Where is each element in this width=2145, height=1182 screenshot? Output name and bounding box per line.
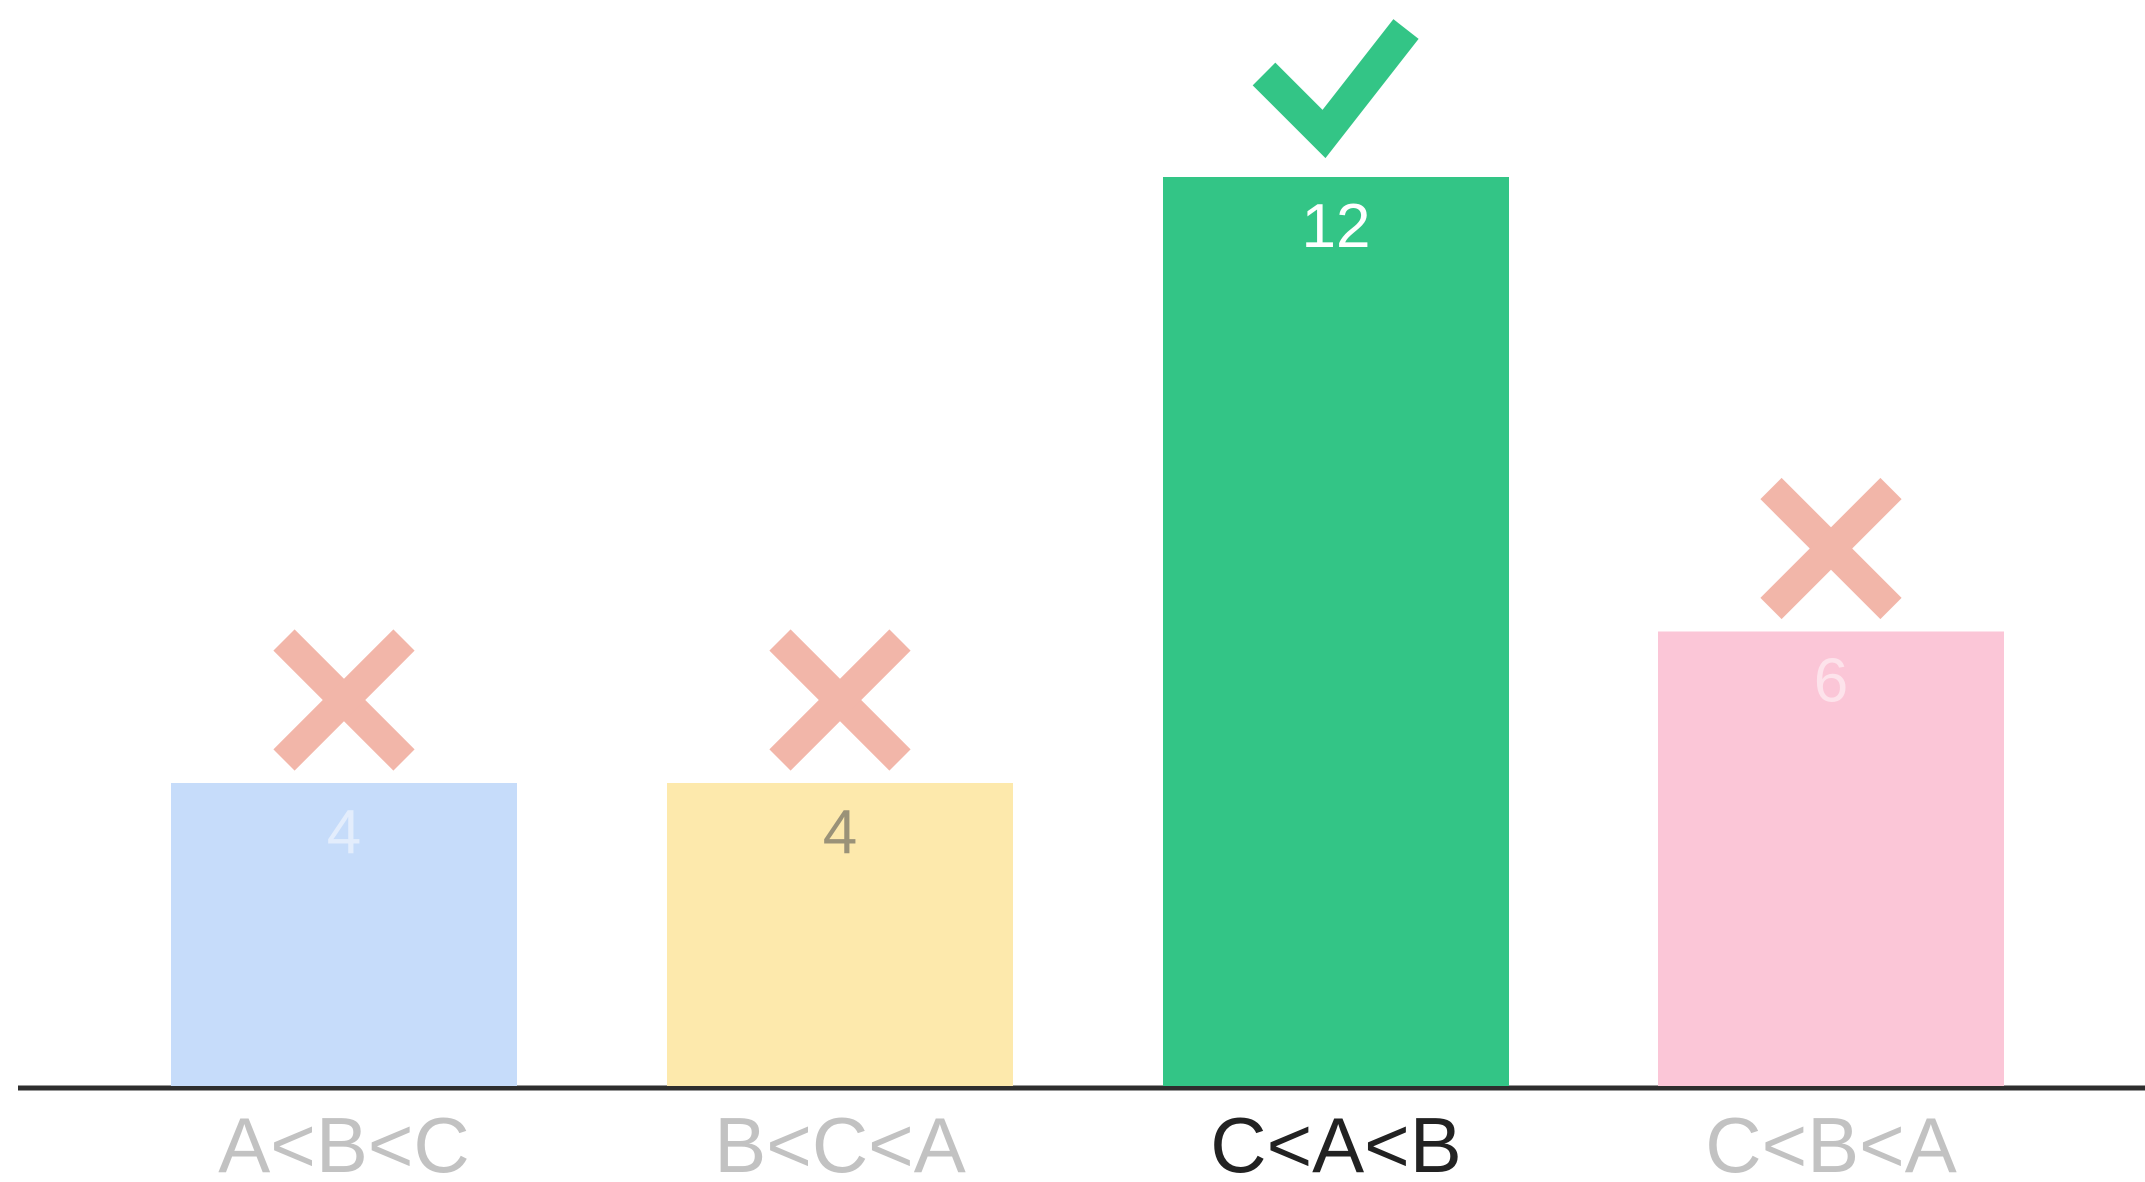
value-label-a-lt-b-lt-c: 4 <box>327 798 361 867</box>
bar-b-lt-c-lt-a <box>667 783 1013 1086</box>
value-label-c-lt-a-lt-b: 12 <box>1302 192 1371 261</box>
check-icon <box>1252 19 1419 159</box>
bar-a-lt-b-lt-c <box>171 783 517 1086</box>
bar-c-lt-a-lt-b <box>1163 177 1509 1086</box>
category-label-c-lt-a-lt-b: C<A<B <box>1210 1101 1461 1182</box>
value-label-c-lt-b-lt-a: 6 <box>1814 647 1848 716</box>
category-label-a-lt-b-lt-c: A<B<C <box>218 1101 469 1182</box>
category-label-c-lt-b-lt-a: C<B<A <box>1705 1101 1956 1182</box>
category-label-b-lt-c-lt-a: B<C<A <box>714 1101 965 1182</box>
cross-icon <box>273 629 415 771</box>
value-label-b-lt-c-lt-a: 4 <box>823 798 857 867</box>
bar-c-lt-b-lt-a <box>1658 631 2004 1086</box>
cross-icon <box>1760 477 1902 620</box>
cross-icon <box>769 629 911 771</box>
